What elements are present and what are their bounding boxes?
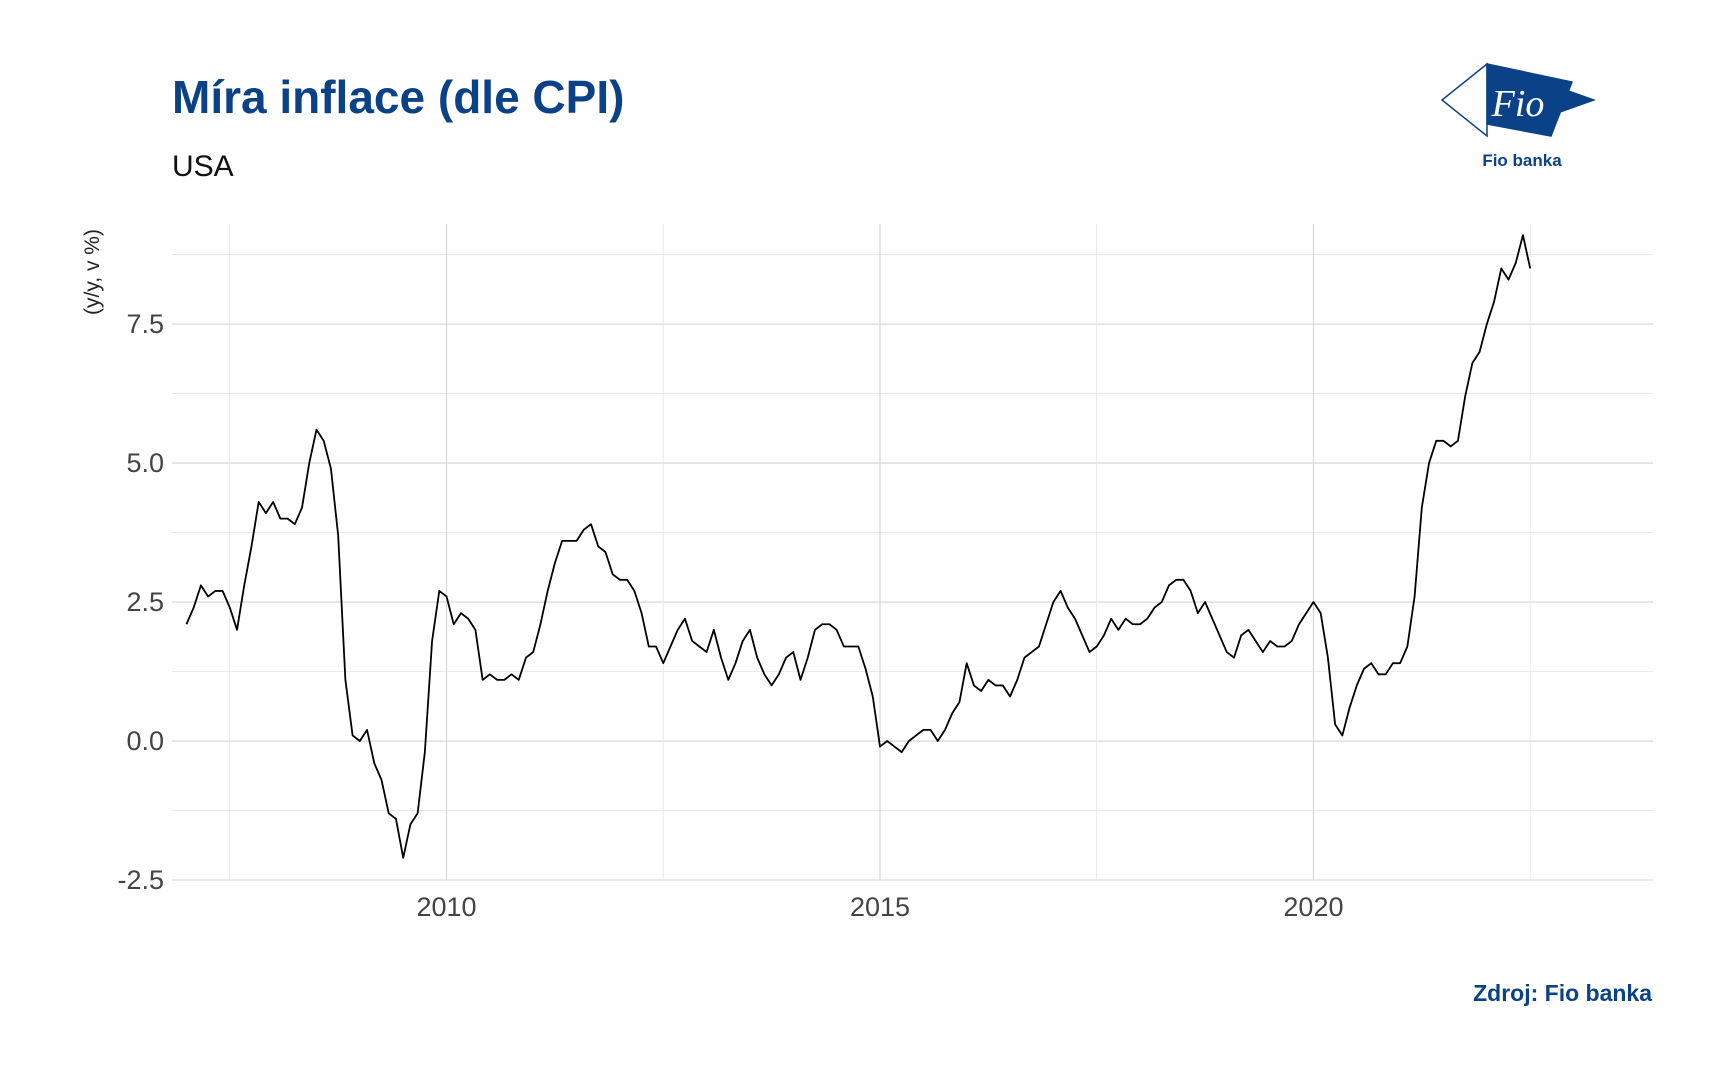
grid	[172, 224, 1653, 881]
fio-logo-icon: Fio Fio banka	[1440, 62, 1596, 170]
source-note: Zdroj: Fio banka	[1473, 980, 1652, 1006]
logo-mark-text: Fio	[1491, 83, 1545, 125]
y-axis-label: (y/y, v %)	[81, 229, 104, 315]
x-tick-label: 2015	[850, 892, 910, 922]
y-axis-ticks: -2.5 0.0 2.5 5.0 7.5	[117, 309, 164, 895]
fio-logo: Fio Fio banka	[1440, 58, 1610, 178]
x-tick-label: 2010	[416, 892, 476, 922]
x-axis-ticks: 2010 2015 2020	[416, 892, 1343, 922]
x-tick-label: 2020	[1283, 892, 1343, 922]
logo-caption: Fio banka	[1482, 151, 1562, 170]
logo-right-wing	[1551, 84, 1596, 116]
logo-left-wing	[1440, 62, 1488, 138]
chart-subtitle: USA	[172, 150, 234, 183]
y-tick-label: 2.5	[126, 587, 164, 617]
y-tick-label: 0.0	[126, 726, 164, 756]
inflation-series-line	[185, 234, 1532, 859]
y-tick-label: -2.5	[117, 865, 164, 895]
y-tick-label: 7.5	[126, 309, 164, 339]
y-tick-label: 5.0	[126, 448, 164, 478]
chart-title: Míra inflace (dle CPI)	[172, 71, 625, 123]
logo-shape	[1487, 64, 1572, 136]
